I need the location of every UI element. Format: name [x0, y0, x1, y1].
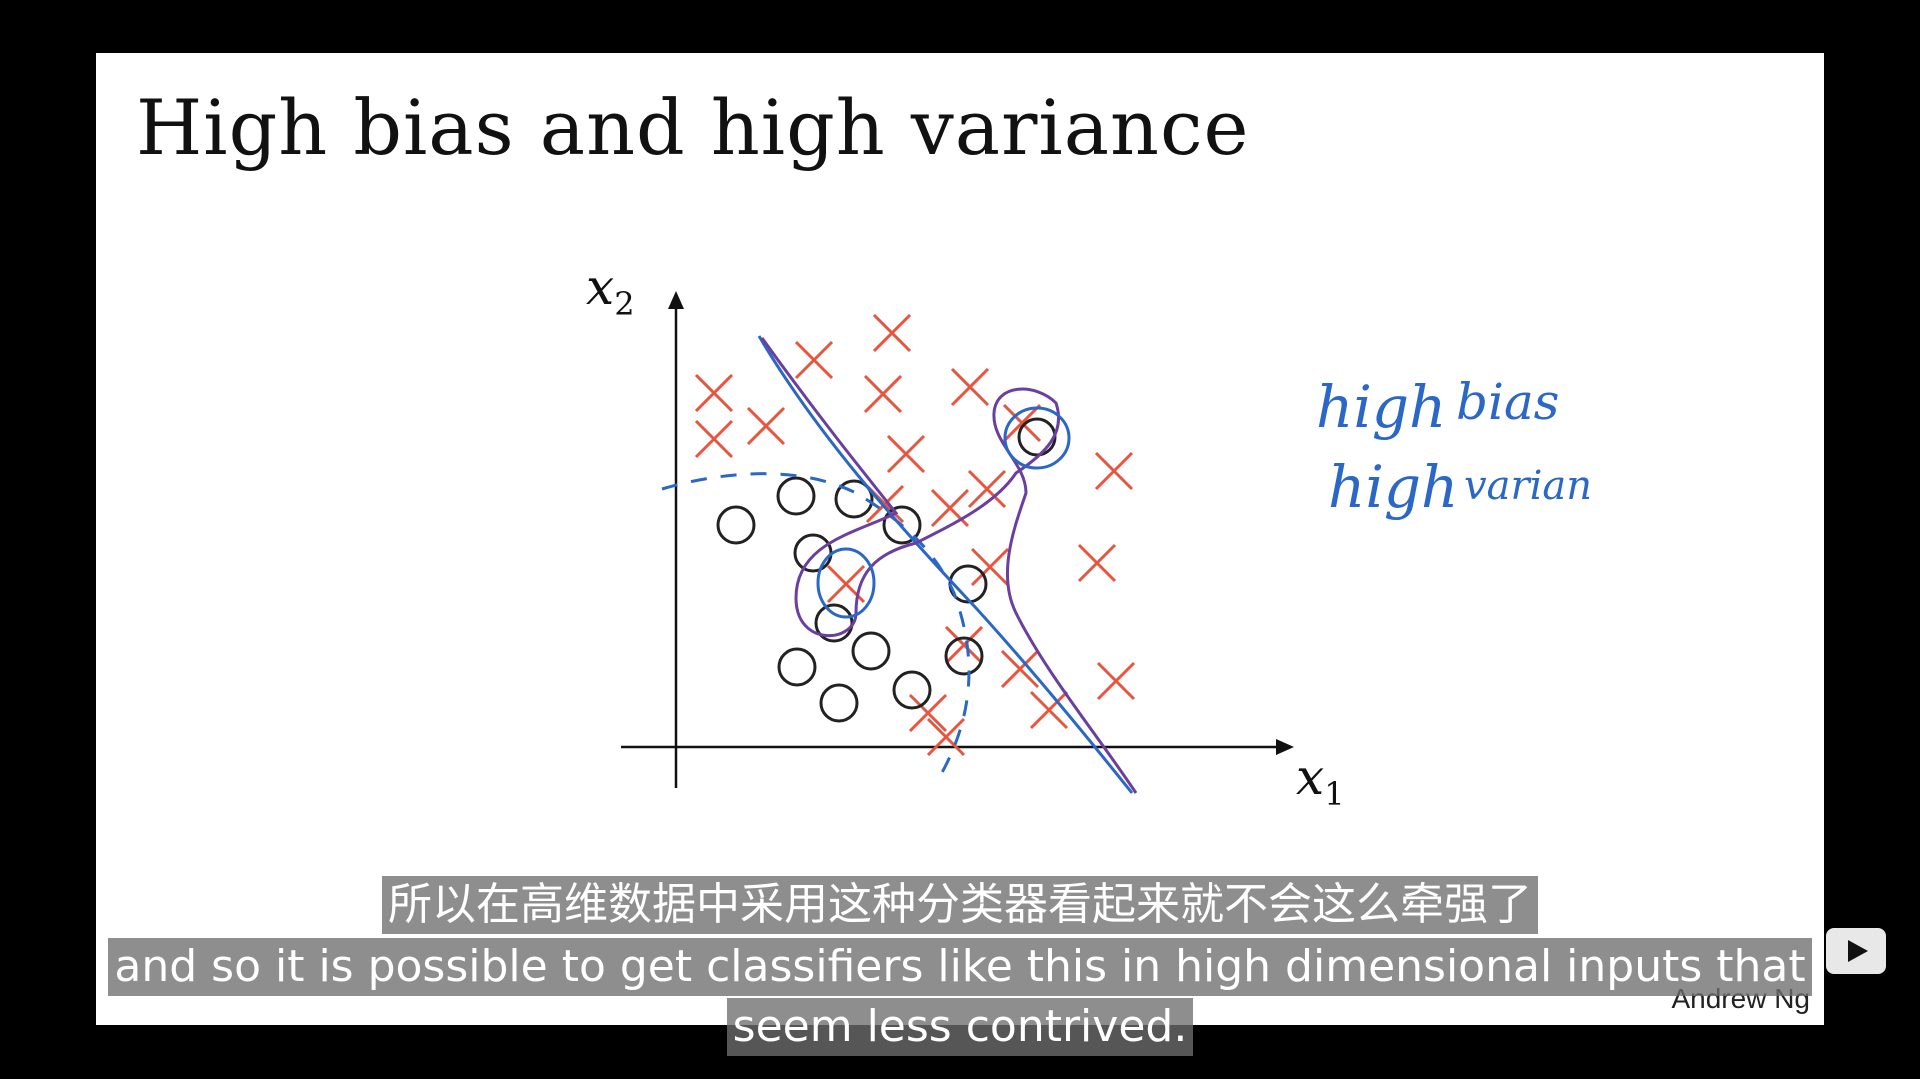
- circle-mark: [793, 533, 833, 573]
- x-axis-arrow: [1276, 739, 1294, 755]
- cross-mark: [886, 434, 926, 474]
- cross-mark: [1029, 690, 1069, 730]
- circle-mark: [819, 683, 859, 723]
- circle-mark: [882, 505, 922, 545]
- annotation-bias: bias: [1456, 373, 1560, 431]
- slide-title: High bias and high variance: [136, 83, 1250, 172]
- subtitle-chinese-row: 所以在高维数据中采用这种分类器看起来就不会这么牵强了: [0, 876, 1920, 934]
- cross-mark: [926, 717, 966, 757]
- cross-mark: [950, 367, 990, 407]
- subtitle-english-line1: and so it is possible to get classifiers…: [108, 938, 1812, 996]
- cross-mark: [1077, 543, 1117, 583]
- subtitle-english-row-1: and so it is possible to get classifiers…: [0, 938, 1920, 996]
- cross-mark: [872, 313, 912, 353]
- lecture-slide: High bias and high variance: [96, 53, 1824, 1025]
- annotation-variance: varian: [1464, 463, 1592, 509]
- positive-class-crosses: [694, 313, 1136, 757]
- cross-mark: [944, 625, 984, 665]
- cross-mark: [1094, 451, 1134, 491]
- play-icon[interactable]: [1826, 928, 1886, 974]
- x-axis-subscript: 1: [1324, 775, 1345, 813]
- linear-decision-boundary: [757, 335, 1134, 794]
- loop-around-cross: [816, 547, 876, 619]
- loop-around-circle: [1003, 406, 1071, 470]
- y-axis-label: x2: [586, 258, 635, 323]
- y-axis-letter: x: [586, 258, 615, 316]
- dashed-boundary: [661, 472, 971, 779]
- x-axis-label: x1: [1296, 748, 1345, 813]
- cross-mark: [746, 406, 786, 446]
- subtitle-english-row-2: seem less contrived.: [0, 998, 1920, 1056]
- cross-mark: [1096, 661, 1136, 701]
- circle-mark: [716, 505, 756, 545]
- y-axis-subscript: 2: [614, 285, 635, 323]
- overfit-boundary: [760, 337, 1138, 794]
- cross-mark: [908, 693, 948, 733]
- annotation-high-2: high: [1328, 453, 1459, 521]
- y-axis-arrow: [668, 291, 684, 309]
- annotation-high-1: high: [1316, 373, 1447, 441]
- circle-mark: [944, 636, 984, 676]
- cross-mark: [967, 469, 1007, 509]
- subtitle-chinese: 所以在高维数据中采用这种分类器看起来就不会这么牵强了: [382, 876, 1538, 934]
- subtitle-english-line2: seem less contrived.: [726, 998, 1194, 1056]
- x-axis-letter: x: [1296, 748, 1325, 806]
- circle-mark: [834, 479, 874, 519]
- negative-class-circles: [716, 417, 1057, 723]
- cross-mark: [694, 373, 734, 413]
- cross-mark: [794, 340, 834, 380]
- circle-mark: [777, 647, 817, 687]
- cross-mark: [970, 547, 1010, 587]
- cross-mark: [1000, 649, 1040, 689]
- classifier-plot: [621, 291, 1294, 794]
- cross-mark: [694, 419, 734, 459]
- cross-mark: [863, 374, 903, 414]
- circle-mark: [851, 631, 891, 671]
- circle-mark: [776, 476, 816, 516]
- cross-mark: [1002, 403, 1042, 443]
- cross-mark: [930, 488, 970, 528]
- circle-mark: [892, 670, 932, 710]
